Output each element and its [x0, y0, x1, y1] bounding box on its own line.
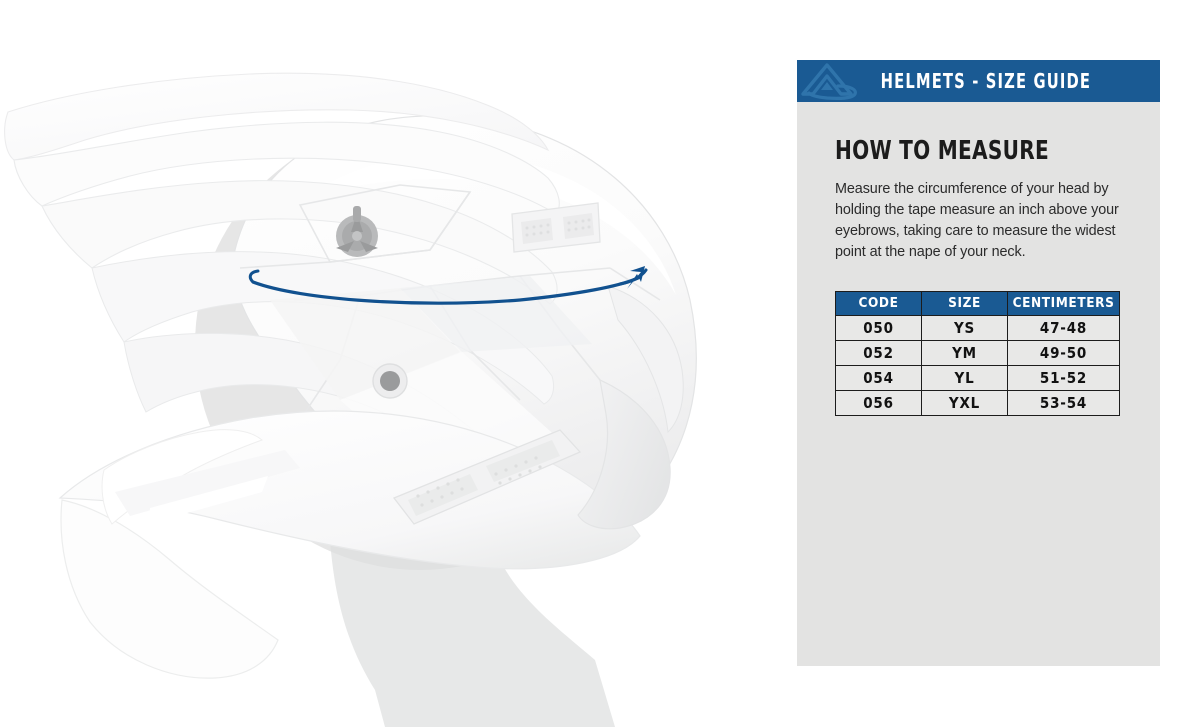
helmet-illustration	[4, 72, 697, 727]
cell-code: 054	[835, 365, 922, 391]
cell-centimeters: 47-48	[1007, 315, 1120, 341]
panel-header: HELMETS - SIZE GUIDE	[797, 60, 1160, 102]
how-to-measure-text: Measure the circumference of your head b…	[835, 181, 1119, 260]
cell-code: 052	[835, 340, 922, 366]
column-header-size: SIZE	[921, 291, 1008, 316]
cell-code: 050	[835, 315, 922, 341]
table-row: 054 YL 51-52	[835, 365, 1120, 391]
size-guide-panel: HELMETS - SIZE GUIDE HOW TO MEASURE Meas…	[797, 60, 1160, 666]
table-row: 050 YS 47-48	[835, 315, 1120, 341]
how-to-measure-heading: HOW TO MEASURE	[835, 136, 1049, 166]
top-vent	[511, 202, 601, 253]
column-header-centimeters: CENTIMETERS	[1007, 291, 1120, 316]
column-header-code: CODE	[835, 291, 922, 316]
cell-centimeters: 53-54	[1007, 390, 1120, 416]
cell-centimeters: 49-50	[1007, 340, 1120, 366]
acerbis-a-logo	[797, 60, 869, 102]
panel-title: HELMETS - SIZE GUIDE	[880, 69, 1092, 93]
rear-spoiler	[577, 285, 684, 530]
cell-centimeters: 51-52	[1007, 365, 1120, 391]
cell-size: YXL	[921, 390, 1008, 416]
cell-size: YL	[921, 365, 1008, 391]
panel-body: HOW TO MEASURE Measure the circumference…	[797, 102, 1160, 416]
table-header-row: CODE SIZE CENTIMETERS	[835, 291, 1120, 316]
chin-bar	[58, 410, 641, 679]
cell-size: YS	[921, 315, 1008, 341]
cell-code: 056	[835, 390, 922, 416]
side-port	[372, 363, 408, 399]
visor-screw	[336, 206, 378, 257]
size-table-wrapper: CODE SIZE CENTIMETERS 050 YS 47-48 052 Y…	[835, 291, 1122, 416]
table-row: 052 YM 49-50	[835, 340, 1120, 366]
helmet-visor	[4, 72, 560, 507]
size-table: CODE SIZE CENTIMETERS 050 YS 47-48 052 Y…	[835, 291, 1120, 416]
cell-size: YM	[921, 340, 1008, 366]
measure-arrow	[248, 266, 648, 305]
chin-vent	[392, 429, 582, 525]
table-row: 056 YXL 53-54	[835, 390, 1120, 416]
